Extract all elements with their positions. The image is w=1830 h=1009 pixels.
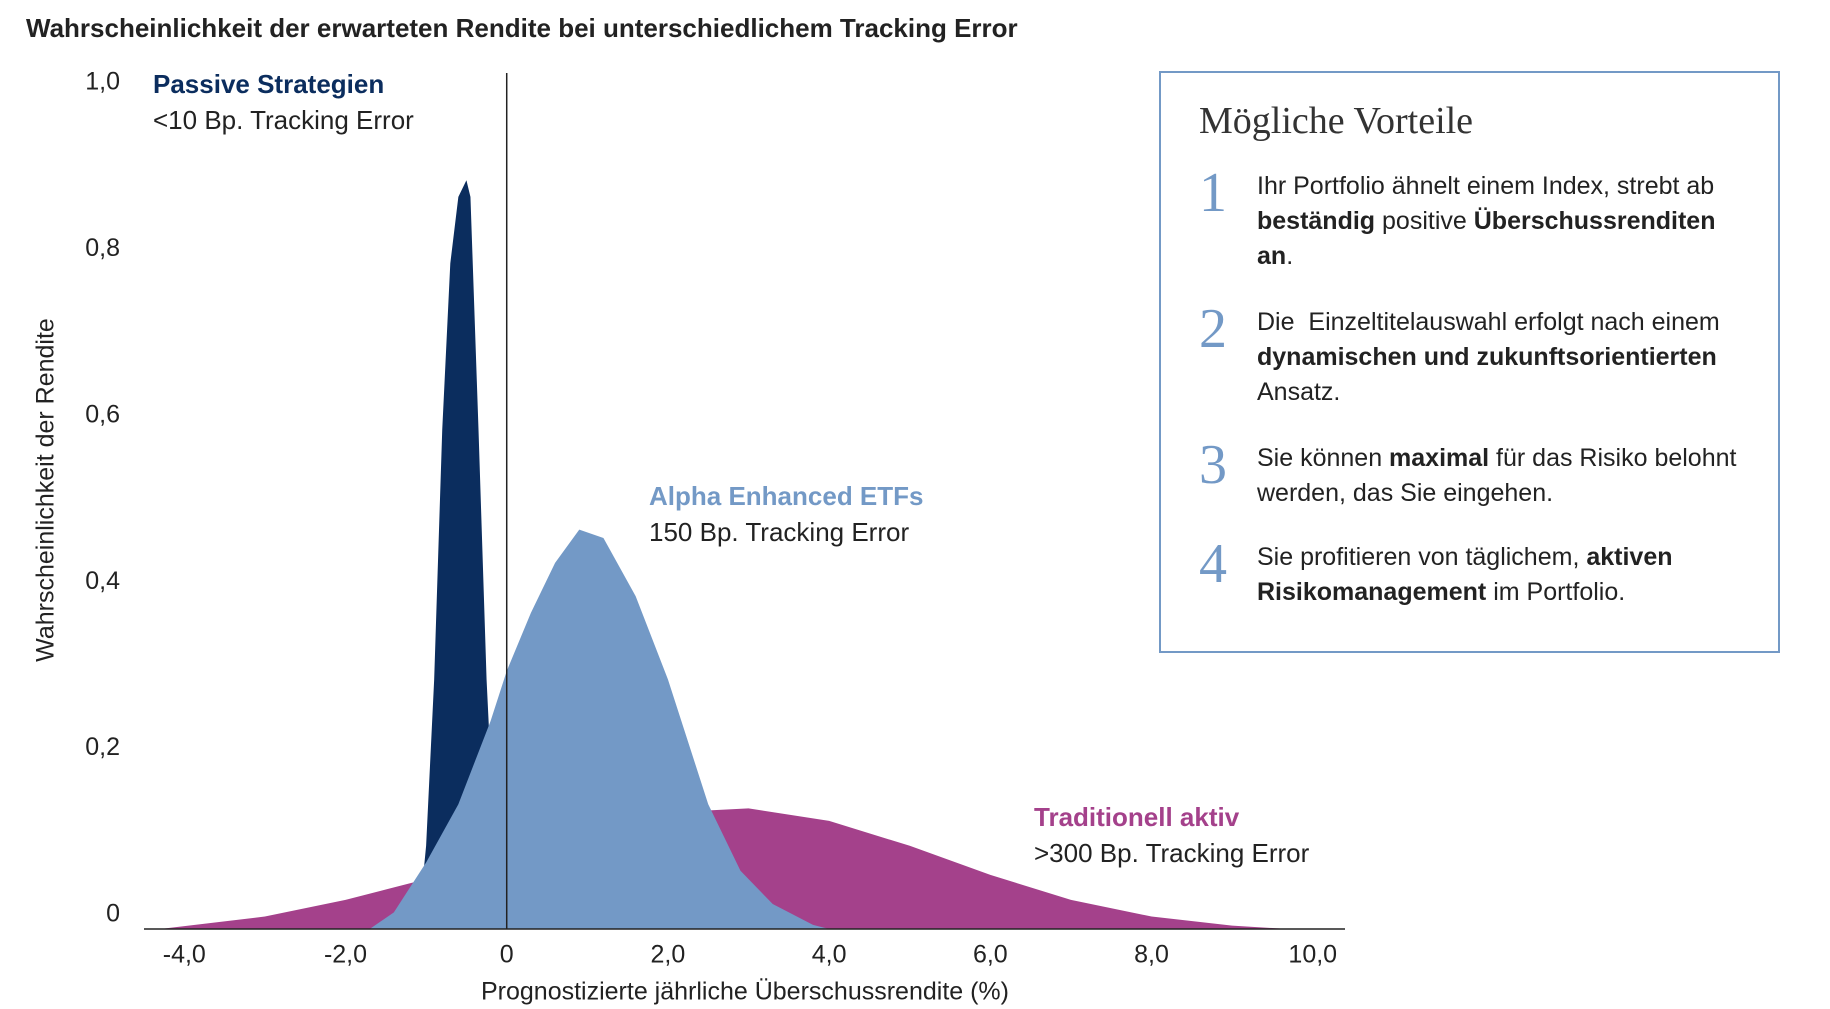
benefit-text: Ihr Portfolio ähnelt einem Index, strebt…: [1257, 169, 1747, 274]
benefits-panel: Mögliche Vorteile 1 Ihr Portfolio ähnelt …: [1159, 71, 1780, 653]
chart-title: Wahrscheinlichkeit der erwarteten Rendit…: [26, 13, 1018, 43]
text-run: Sie können: [1257, 444, 1390, 472]
text-run: maximal: [1389, 444, 1490, 472]
series-label: Alpha Enhanced ETFs: [649, 481, 924, 511]
x-tick-label: 8,0: [1134, 941, 1169, 969]
x-tick-label: 2,0: [651, 941, 686, 969]
text-run: beständig: [1257, 207, 1376, 235]
benefit-text: Sie profitieren von täglichem, aktiven R…: [1257, 540, 1747, 610]
text-run: im Portfolio.: [1486, 578, 1626, 606]
benefit-number: 4: [1199, 533, 1227, 595]
series-note: <10 Bp. Tracking Error: [153, 105, 414, 135]
x-tick-label: 10,0: [1288, 941, 1337, 969]
text-run: positive: [1375, 207, 1474, 235]
x-tick-label: -2,0: [324, 941, 367, 969]
x-tick-label: -4,0: [163, 941, 206, 969]
series-note: 150 Bp. Tracking Error: [649, 517, 909, 547]
y-tick-label: 0,4: [85, 567, 120, 595]
y-tick-label: 0,2: [85, 733, 120, 761]
text-run: aktiven Risikomanagement: [1257, 543, 1680, 606]
benefit-number: 3: [1199, 434, 1227, 496]
text-run: für das Risiko belohnt werden, das Sie e…: [1257, 444, 1744, 507]
text-run: Die Einzeltitelauswahl erfolgt nach eine…: [1257, 308, 1727, 336]
text-run: Überschussrenditen an: [1257, 207, 1723, 270]
text-run: Ihr Portfolio ähnelt einem Index, strebt…: [1257, 172, 1722, 200]
text-run: Sie profitieren von täglichem,: [1257, 543, 1587, 571]
x-tick-label: 4,0: [812, 941, 847, 969]
series-label: Passive Strategien: [153, 69, 384, 99]
y-axis-label: Wahrscheinlichkeit der Rendite: [32, 318, 60, 662]
benefit-number: 2: [1199, 298, 1227, 360]
series-label: Traditionell aktiv: [1034, 802, 1240, 832]
y-tick-label: 0,6: [85, 400, 120, 428]
text-run: Ansatz.: [1257, 343, 1723, 406]
area: [369, 529, 830, 929]
text-run: dynamischen und zukunftsorientierten: [1257, 343, 1717, 371]
x-axis-label: Prognostizierte jährliche Überschussrend…: [481, 978, 1009, 1006]
benefit-text: Sie können maximal für das Risiko belohn…: [1257, 441, 1747, 511]
text-run: .: [1286, 242, 1294, 270]
y-tick-label: 0,8: [85, 234, 120, 262]
panel-title: Mögliche Vorteile: [1199, 100, 1474, 142]
x-tick-label: 6,0: [973, 941, 1008, 969]
x-tick-label: 0: [500, 941, 514, 969]
benefit-text: Die Einzeltitelauswahl erfolgt nach eine…: [1257, 305, 1747, 410]
series-note: >300 Bp. Tracking Error: [1034, 838, 1310, 868]
y-tick-label: 1,0: [85, 68, 120, 96]
benefit-number: 1: [1199, 162, 1227, 224]
y-tick-label: 0: [106, 900, 120, 928]
